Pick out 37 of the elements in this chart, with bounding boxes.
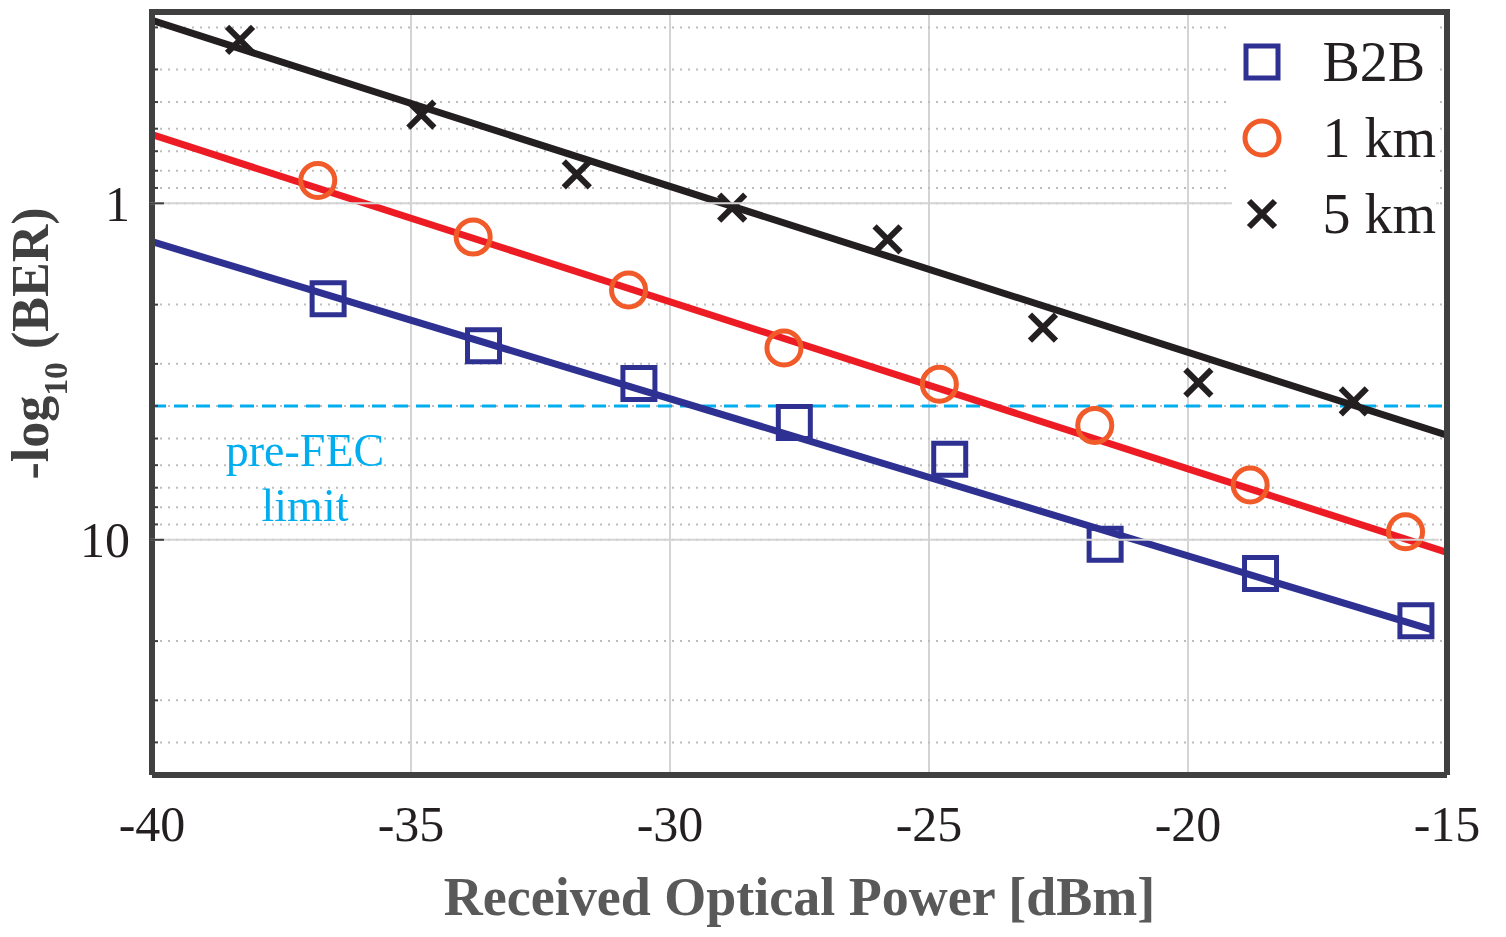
point [620, 364, 658, 402]
x-tick-label: -25 [895, 795, 963, 852]
point [1086, 525, 1124, 563]
y-tick-label: 10 [80, 512, 130, 569]
point [560, 158, 593, 191]
point [609, 270, 649, 310]
point [405, 98, 438, 131]
x-tick-label: -40 [118, 795, 186, 852]
legend-label: 1 km [1322, 106, 1436, 170]
point [775, 403, 813, 441]
point [1337, 385, 1370, 418]
point [1397, 602, 1435, 640]
point [1075, 405, 1115, 445]
legend-label: B2B [1322, 30, 1426, 94]
point [453, 217, 493, 257]
ref-line-label: pre-FEC limit [225, 424, 385, 531]
x-tick-label: -35 [377, 795, 445, 852]
point [1230, 465, 1270, 505]
point [919, 364, 959, 404]
point [1026, 311, 1059, 344]
legend-label: 5 km [1322, 182, 1436, 246]
x-tick-label: -15 [1413, 795, 1481, 852]
point [465, 327, 503, 365]
point [1182, 366, 1215, 399]
point [764, 328, 804, 368]
x-axis-title: Received Optical Power [dBm] [443, 867, 1156, 927]
point [871, 223, 904, 256]
y-tick-label: 1 [105, 175, 130, 232]
x-tick-label: -30 [636, 795, 704, 852]
point [298, 160, 338, 200]
point [1386, 512, 1426, 552]
point [309, 280, 347, 318]
point [931, 440, 969, 478]
point [1242, 555, 1280, 593]
x-tick-label: -20 [1154, 795, 1222, 852]
point [224, 23, 257, 56]
point [716, 191, 749, 224]
